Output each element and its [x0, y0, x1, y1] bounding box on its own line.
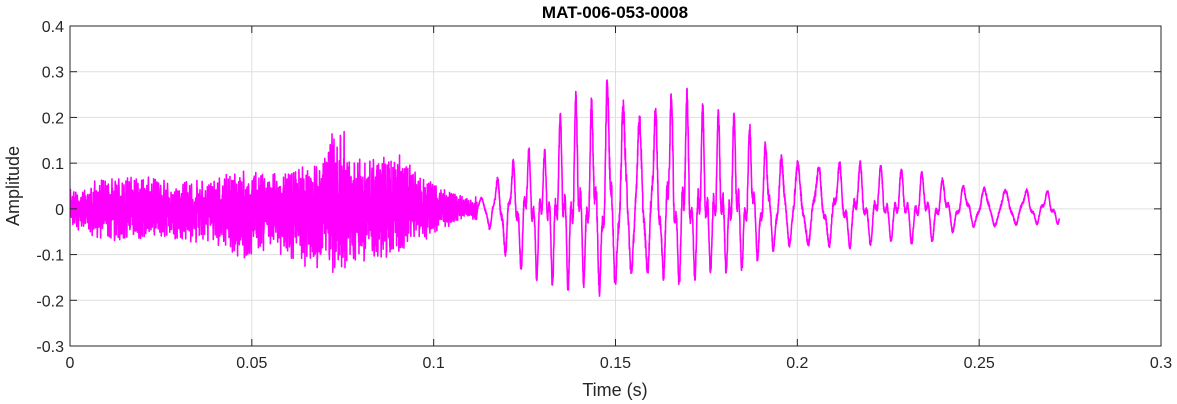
x-tick-label: 0.05: [236, 355, 267, 372]
y-tick-label: -0.2: [36, 293, 64, 310]
x-tick-label: 0.1: [423, 355, 445, 372]
chart-title: MAT-006-053-0008: [542, 3, 688, 22]
x-tick-label: 0.15: [600, 355, 631, 372]
x-tick-label: 0.25: [964, 355, 995, 372]
y-tick-label: 0.3: [42, 65, 64, 82]
y-tick-label: -0.3: [36, 339, 64, 356]
y-tick-label: -0.1: [36, 248, 64, 265]
tick-labels: 0 0.05 0.1 0.15 0.2 0.25 0.3 -0.3 -0.2 -0.1 0 0.1 0.…: [36, 19, 1172, 372]
x-axis-label: Time (s): [582, 380, 647, 400]
y-axis-label: Amplitude: [3, 146, 23, 226]
y-tick-label: 0.4: [42, 19, 64, 36]
y-tick-label: 0: [55, 202, 64, 219]
x-tick-label: 0.2: [786, 355, 808, 372]
axis-ticks: [69, 25, 1162, 347]
y-tick-label: 0.2: [42, 110, 64, 127]
x-tick-label: 0: [66, 355, 75, 372]
series-line-amplitude: [70, 79, 1060, 297]
y-tick-label: 0.1: [42, 156, 64, 173]
x-tick-label: 0.3: [1150, 355, 1172, 372]
